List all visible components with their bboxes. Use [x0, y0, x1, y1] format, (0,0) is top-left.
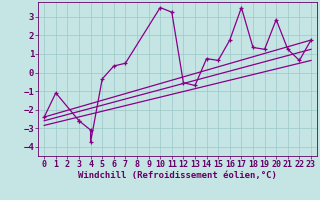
X-axis label: Windchill (Refroidissement éolien,°C): Windchill (Refroidissement éolien,°C): [78, 171, 277, 180]
